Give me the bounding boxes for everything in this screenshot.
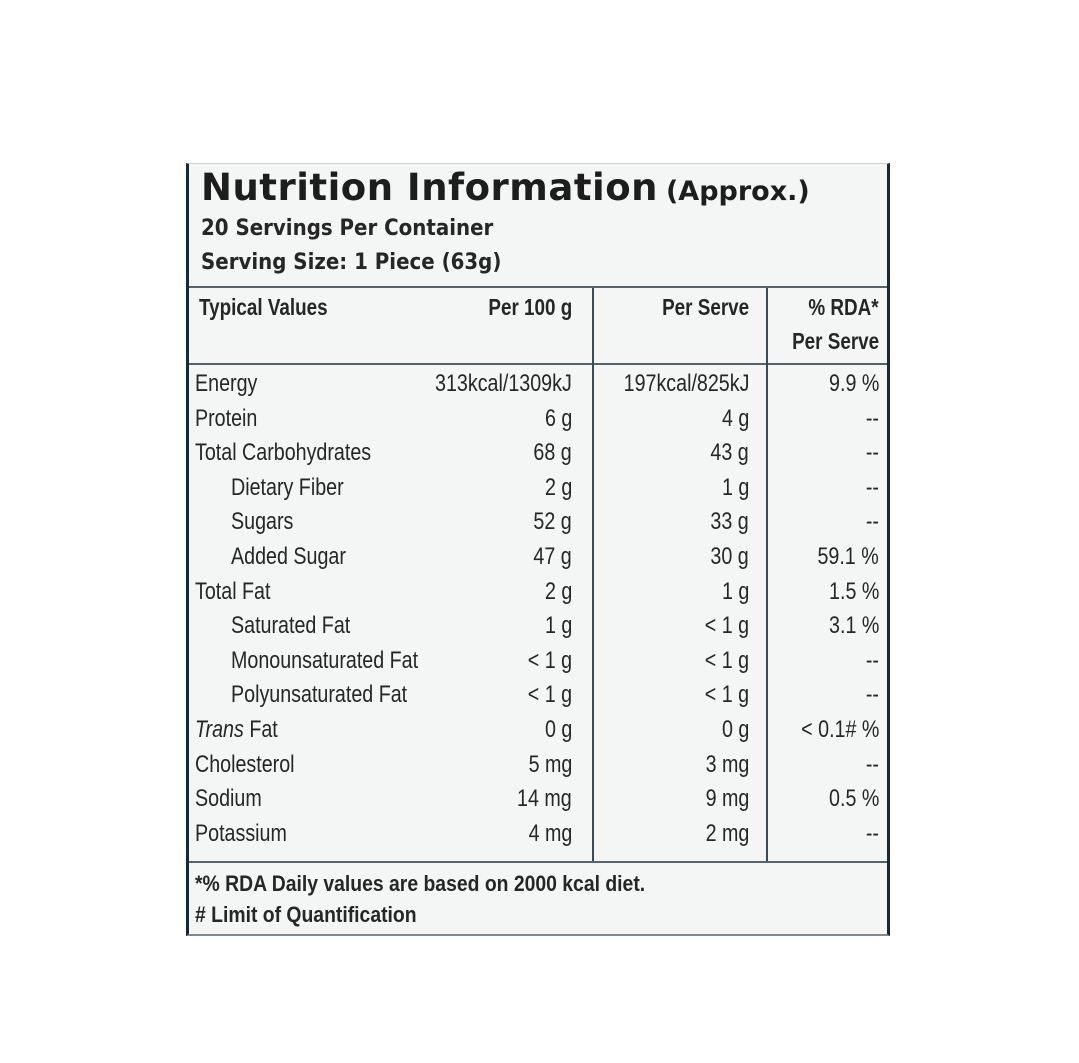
row-per100-saturated-fat: 1 g xyxy=(544,612,572,639)
row-rda-energy: 9.9 % xyxy=(828,370,879,397)
nutrition-label: Nutrition Information (Approx.) 20 Servin… xyxy=(186,163,890,936)
row-perServe-potassium: 2 mg xyxy=(705,820,749,847)
row-rda-added-sugar: 59.1 % xyxy=(817,543,879,570)
row-rda-saturated-fat: 3.1 % xyxy=(828,612,879,639)
row-perServe-total-carbohydrates: 43 g xyxy=(710,439,749,466)
row-perServe-protein: 4 g xyxy=(721,405,749,432)
row-rda-potassium: -- xyxy=(865,820,879,847)
header-per-100g: Per 100 g xyxy=(488,294,572,320)
row-name-monounsaturated-fat: Monounsaturated Fat xyxy=(231,647,419,674)
row-name-total-fat: Total Fat xyxy=(195,578,271,605)
row-name-total-carbohydrates: Total Carbohydrates xyxy=(195,439,372,466)
row-per100-potassium: 4 mg xyxy=(528,820,572,847)
row-per100-added-sugar: 47 g xyxy=(533,543,572,570)
column-divider-2 xyxy=(766,288,768,861)
row-name-rest: Fat xyxy=(243,716,278,743)
row-rda-protein: -- xyxy=(865,405,879,432)
row-perServe-total-fat: 1 g xyxy=(721,578,749,605)
header-per-serve: Per Serve xyxy=(661,294,749,320)
row-per100-monounsaturated-fat: < 1 g xyxy=(527,647,572,674)
row-per100-energy: 313kcal/1309kJ xyxy=(435,370,572,397)
row-rda-sodium: 0.5 % xyxy=(828,785,879,812)
title-qualifier: (Approx.) xyxy=(665,176,810,207)
row-per100-total-fat: 2 g xyxy=(544,578,572,605)
row-per100-cholesterol: 5 mg xyxy=(528,751,572,778)
row-per100-sugars: 52 g xyxy=(533,508,572,535)
row-perServe-sodium: 9 mg xyxy=(705,785,749,812)
column-divider-1 xyxy=(592,288,594,861)
label-title: Nutrition Information (Approx.) xyxy=(201,166,810,209)
row-rda-cholesterol: -- xyxy=(865,751,879,778)
row-perServe-added-sugar: 30 g xyxy=(710,543,749,570)
footnote-loq: # Limit of Quantification xyxy=(195,902,417,927)
row-perServe-polyunsaturated-fat: < 1 g xyxy=(704,681,749,708)
header-rda-per-serve: Per Serve xyxy=(791,328,879,354)
row-perServe-energy: 197kcal/825kJ xyxy=(623,370,749,397)
table-bottom-rule xyxy=(189,861,887,863)
row-per100-polyunsaturated-fat: < 1 g xyxy=(527,681,572,708)
title-text: Nutrition Information xyxy=(201,166,658,209)
row-perServe-dietary-fiber: 1 g xyxy=(721,474,749,501)
serving-size: Serving Size: 1 Piece (63g) xyxy=(201,250,502,275)
row-rda-polyunsaturated-fat: -- xyxy=(865,681,879,708)
header-rda: % RDA* xyxy=(808,294,879,320)
row-name-trans-fat: Trans Fat xyxy=(195,716,278,744)
row-name-sodium: Sodium xyxy=(195,785,262,812)
row-rda-total-carbohydrates: -- xyxy=(865,439,879,466)
row-name-potassium: Potassium xyxy=(195,820,287,847)
row-perServe-sugars: 33 g xyxy=(710,508,749,535)
row-name-dietary-fiber: Dietary Fiber xyxy=(231,474,344,501)
row-per100-dietary-fiber: 2 g xyxy=(544,474,572,501)
header-top-rule xyxy=(189,286,887,288)
row-per100-protein: 6 g xyxy=(544,405,572,432)
row-name-sugars: Sugars xyxy=(231,508,294,535)
row-name-saturated-fat: Saturated Fat xyxy=(231,612,351,639)
row-name-cholesterol: Cholesterol xyxy=(195,751,295,778)
row-per100-trans-fat: 0 g xyxy=(544,716,572,743)
footnote-rda: *% RDA Daily values are based on 2000 kc… xyxy=(195,871,646,896)
row-name-polyunsaturated-fat: Polyunsaturated Fat xyxy=(231,681,408,708)
row-name-protein: Protein xyxy=(195,405,258,432)
row-rda-total-fat: 1.5 % xyxy=(828,578,879,605)
header-typical-values: Typical Values xyxy=(199,294,328,320)
header-bottom-rule xyxy=(189,363,887,365)
row-name-energy: Energy xyxy=(195,370,258,397)
row-perServe-monounsaturated-fat: < 1 g xyxy=(704,647,749,674)
row-rda-sugars: -- xyxy=(865,508,879,535)
row-perServe-saturated-fat: < 1 g xyxy=(704,612,749,639)
row-per100-sodium: 14 mg xyxy=(517,785,572,812)
row-rda-monounsaturated-fat: -- xyxy=(865,647,879,674)
row-rda-trans-fat: < 0.1# % xyxy=(800,716,879,743)
row-perServe-cholesterol: 3 mg xyxy=(705,751,749,778)
row-name-added-sugar: Added Sugar xyxy=(231,543,346,570)
row-rda-dietary-fiber: -- xyxy=(865,474,879,501)
servings-per-container: 20 Servings Per Container xyxy=(201,216,494,241)
row-name-italic-prefix: Trans xyxy=(195,716,244,743)
row-per100-total-carbohydrates: 68 g xyxy=(533,439,572,466)
row-perServe-trans-fat: 0 g xyxy=(721,716,749,743)
